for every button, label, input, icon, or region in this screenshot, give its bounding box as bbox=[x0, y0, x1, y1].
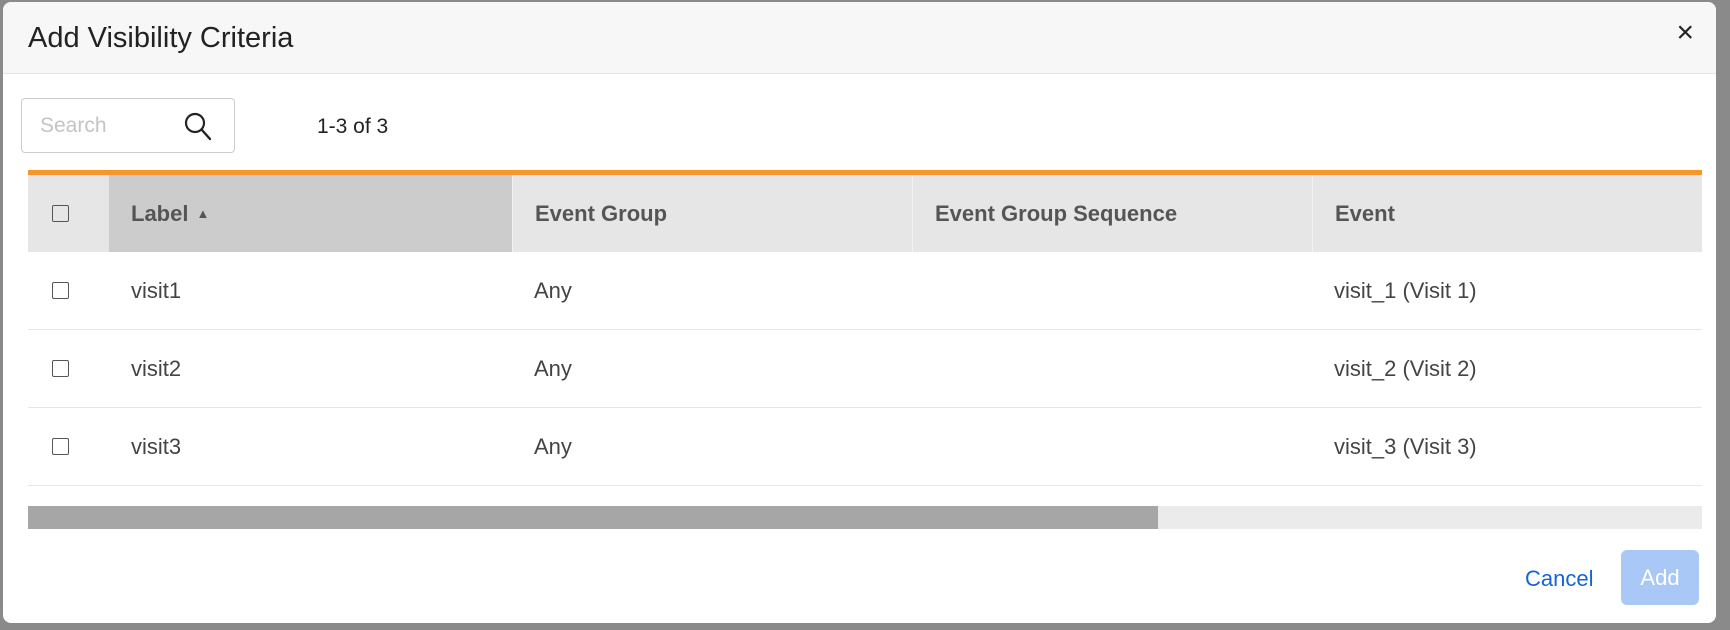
cell-label: visit3 bbox=[131, 433, 182, 459]
column-header-event-group[interactable]: Event Group bbox=[512, 175, 912, 252]
dialog-title: Add Visibility Criteria bbox=[28, 22, 294, 54]
add-button[interactable]: Add bbox=[1621, 550, 1699, 605]
search-icon[interactable] bbox=[184, 112, 212, 142]
column-header-event[interactable]: Event bbox=[1312, 175, 1702, 252]
criteria-table: Label ▲ Event Group Event Group Sequence … bbox=[28, 170, 1702, 486]
search-input[interactable] bbox=[38, 113, 192, 139]
column-header-label[interactable]: Label ▲ bbox=[109, 175, 512, 252]
sort-ascending-icon: ▲ bbox=[196, 206, 210, 221]
cell-event-group: Any bbox=[534, 433, 572, 459]
cell-event: visit_2 (Visit 2) bbox=[1334, 355, 1477, 381]
result-count: 1-3 of 3 bbox=[317, 115, 389, 138]
row-checkbox[interactable] bbox=[52, 438, 69, 455]
dialog-header: Add Visibility Criteria × bbox=[3, 2, 1716, 74]
scrollbar-thumb[interactable] bbox=[28, 506, 1158, 529]
cell-label: visit2 bbox=[131, 355, 182, 381]
search-box[interactable] bbox=[21, 98, 235, 153]
cell-sequence bbox=[912, 252, 1312, 329]
table-row[interactable]: visit1 Any visit_1 (Visit 1) bbox=[28, 252, 1702, 330]
cell-event: visit_1 (Visit 1) bbox=[1334, 277, 1477, 303]
cell-sequence bbox=[912, 408, 1312, 485]
add-visibility-criteria-dialog: Add Visibility Criteria × 1-3 of 3 Label… bbox=[3, 2, 1716, 623]
cell-event-group: Any bbox=[534, 355, 572, 381]
select-all-checkbox[interactable] bbox=[52, 205, 69, 222]
column-header-event-group-sequence[interactable]: Event Group Sequence bbox=[912, 175, 1312, 252]
cell-label: visit1 bbox=[131, 277, 182, 303]
cell-event: visit_3 (Visit 3) bbox=[1334, 433, 1477, 459]
table-row[interactable]: visit2 Any visit_2 (Visit 2) bbox=[28, 330, 1702, 408]
table-row[interactable]: visit3 Any visit_3 (Visit 3) bbox=[28, 408, 1702, 486]
row-checkbox[interactable] bbox=[52, 282, 69, 299]
horizontal-scrollbar[interactable] bbox=[28, 506, 1702, 529]
close-icon[interactable]: × bbox=[1676, 16, 1694, 49]
table-header-row: Label ▲ Event Group Event Group Sequence … bbox=[28, 175, 1702, 252]
cell-sequence bbox=[912, 330, 1312, 407]
row-checkbox[interactable] bbox=[52, 360, 69, 377]
cancel-button[interactable]: Cancel bbox=[1525, 566, 1594, 591]
cell-event-group: Any bbox=[534, 277, 572, 303]
